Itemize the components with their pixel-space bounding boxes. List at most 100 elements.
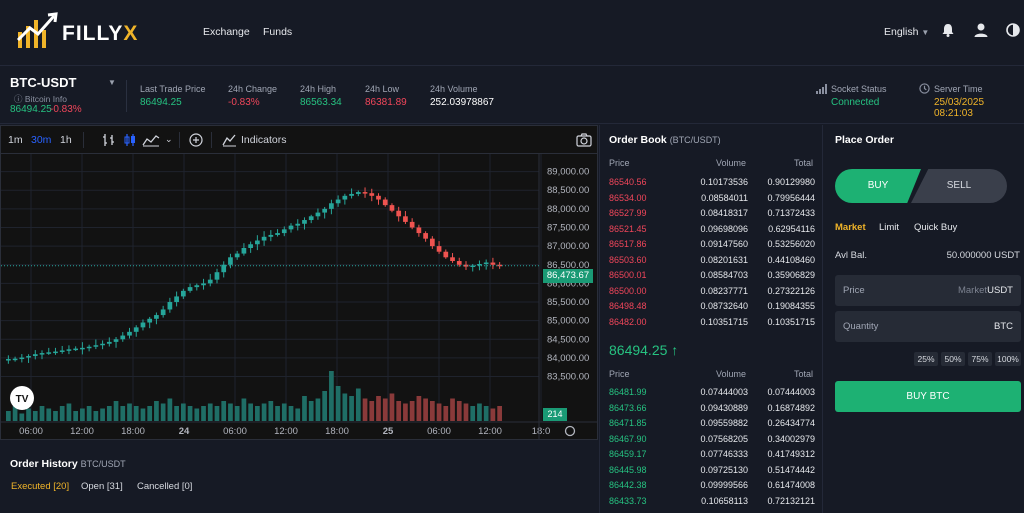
orderbook-row[interactable]: 86517.86 0.09147560 0.53256020 (600, 239, 824, 255)
price-cell: 86498.48 (609, 301, 647, 311)
volume-bar (6, 411, 11, 421)
volume-bar (369, 401, 375, 421)
y-tick-label: 85,500.00 (547, 297, 589, 308)
candle (19, 357, 25, 360)
signal-icon (816, 84, 827, 94)
bitcoin-info-link[interactable]: ⓘ Bitcoin Info (14, 94, 67, 104)
volume-cell: 0.09430889 (700, 402, 748, 413)
indicators-icon[interactable] (222, 133, 237, 147)
candle (100, 343, 105, 346)
order-type-market[interactable]: Market (835, 222, 866, 233)
orderbook-row[interactable]: 86459.17 0.07746333 0.41749312 (600, 449, 824, 465)
camera-icon[interactable] (576, 133, 592, 147)
volume-bar (490, 408, 496, 421)
orderbook-row[interactable]: 86442.38 0.09999566 0.61474008 (600, 480, 824, 496)
orderbook-row[interactable]: 86471.85 0.09559882 0.26434774 (600, 418, 824, 434)
volume-bar (127, 403, 132, 421)
sell-tab[interactable]: SELL (911, 169, 1007, 203)
tab-open[interactable]: Open [31] (81, 481, 123, 492)
orderbook-row[interactable]: 86482.00 0.10351715 0.10351715 (600, 317, 824, 333)
theme-toggle-icon[interactable] (1005, 22, 1021, 38)
chevron-down-icon[interactable]: ▼ (108, 78, 116, 87)
y-tick-label: 88,000.00 (547, 204, 589, 215)
orderbook-row[interactable]: 86467.90 0.07568205 0.34002979 (600, 434, 824, 450)
volume-bar (329, 371, 334, 421)
percent-75-button[interactable]: 75% (968, 352, 992, 366)
language-select[interactable]: English ▼ (884, 26, 930, 38)
candle (355, 192, 361, 194)
percent-100-button[interactable]: 100% (995, 352, 1021, 366)
timeframe-1h[interactable]: 1h (60, 134, 72, 146)
col-header-price: Price (609, 158, 630, 168)
price-chart-panel[interactable]: 1m 30m 1h ⌄ Indicators 89,000.00 88,500.0… (0, 125, 598, 440)
volume-cell: 0.10351715 (700, 316, 748, 327)
candle (6, 359, 11, 361)
chevron-down-icon[interactable]: ⌄ (165, 134, 173, 144)
percent-50-button[interactable]: 50% (941, 352, 965, 366)
volume-bar (26, 408, 31, 421)
orderbook-row[interactable]: 86498.48 0.08732640 0.19084355 (600, 301, 824, 317)
bar-style-icon[interactable] (102, 133, 116, 147)
volume-bar (234, 406, 240, 421)
volume-bar (46, 408, 52, 421)
volume-bar (281, 403, 287, 421)
area-chart-icon[interactable] (142, 133, 160, 147)
quantity-input[interactable]: Quantity BTC (835, 311, 1021, 342)
available-balance-label: Avl Bal. (835, 250, 868, 261)
orderbook-row[interactable]: 86527.99 0.08418317 0.71372433 (600, 208, 824, 224)
candle (241, 247, 247, 254)
bell-icon[interactable] (940, 22, 956, 38)
volume-bar (248, 403, 253, 421)
timeframe-1m[interactable]: 1m (8, 134, 23, 146)
candle (423, 233, 428, 239)
tab-executed[interactable]: Executed [20] (11, 481, 70, 492)
quantity-input-label: Quantity (843, 321, 879, 332)
y-tick-label: 84,000.00 (547, 353, 589, 364)
orderbook-row[interactable]: 86503.60 0.08201631 0.44108460 (600, 255, 824, 271)
orderbook-row[interactable]: 86540.56 0.10173536 0.90129980 (600, 177, 824, 193)
candle (349, 193, 354, 196)
order-type-quick-buy[interactable]: Quick Buy (914, 222, 958, 233)
price-cell: 86503.60 (609, 254, 647, 265)
volume-bar (207, 403, 213, 421)
orderbook-row[interactable]: 86500.01 0.08584703 0.35906829 (600, 270, 824, 286)
candles-icon[interactable] (123, 133, 137, 147)
price-input[interactable]: Price Market USDT (835, 275, 1021, 306)
order-type-limit[interactable]: Limit (879, 222, 900, 233)
stat-label: 24h Volume (430, 84, 478, 94)
nav-exchange[interactable]: Exchange (203, 26, 250, 38)
pair-price: 86494.25 (10, 104, 52, 115)
orderbook-row[interactable]: 86500.00 0.08237771 0.27322126 (600, 286, 824, 302)
x-tick-label: 18:00 (121, 426, 145, 437)
buy-tab[interactable]: BUY (835, 169, 921, 203)
logo-icon[interactable] (16, 10, 60, 52)
tab-cancelled[interactable]: Cancelled [0] (137, 481, 193, 492)
candle (369, 193, 375, 196)
orderbook-row[interactable]: 86445.98 0.09725130 0.51474442 (600, 465, 824, 481)
orderbook-row[interactable]: 86433.73 0.10658113 0.72132121 (600, 496, 824, 512)
indicators-button[interactable]: Indicators (241, 134, 287, 146)
volume-cell: 0.08584011 (701, 192, 748, 203)
y-tick-label: 87,000.00 (547, 241, 589, 252)
timeframe-30m[interactable]: 30m (31, 134, 52, 146)
pair-selector[interactable]: BTC-USDT (10, 75, 77, 90)
total-cell: 0.26434774 (767, 418, 815, 428)
volume-bar (450, 398, 455, 421)
col-header-volume: Volume (715, 158, 746, 168)
orderbook-row[interactable]: 86481.99 0.07444003 0.07444003 (600, 387, 824, 403)
user-icon[interactable] (973, 22, 989, 38)
compare-add-icon[interactable] (189, 133, 203, 147)
percent-25-button[interactable]: 25% (914, 352, 938, 366)
nav-funds[interactable]: Funds (263, 26, 293, 38)
logo-text[interactable]: FILLYX (62, 22, 139, 45)
orderbook-row[interactable]: 86473.66 0.09430889 0.16874892 (600, 403, 824, 419)
buy-btc-button[interactable]: BUY BTC (835, 381, 1021, 412)
orderbook-row[interactable]: 86534.00 0.08584011 0.79956444 (600, 193, 824, 209)
volume-bar (167, 398, 173, 421)
volume-bar (221, 401, 227, 421)
volume-bar (86, 406, 92, 421)
candle (308, 216, 314, 221)
orderbook-row[interactable]: 86521.45 0.09698096 0.62954116 (600, 224, 824, 240)
candle (140, 322, 146, 328)
candlestick-chart[interactable]: 89,000.00 88,500.00 88,000.00 87,500.00 87,0… (1, 154, 597, 439)
